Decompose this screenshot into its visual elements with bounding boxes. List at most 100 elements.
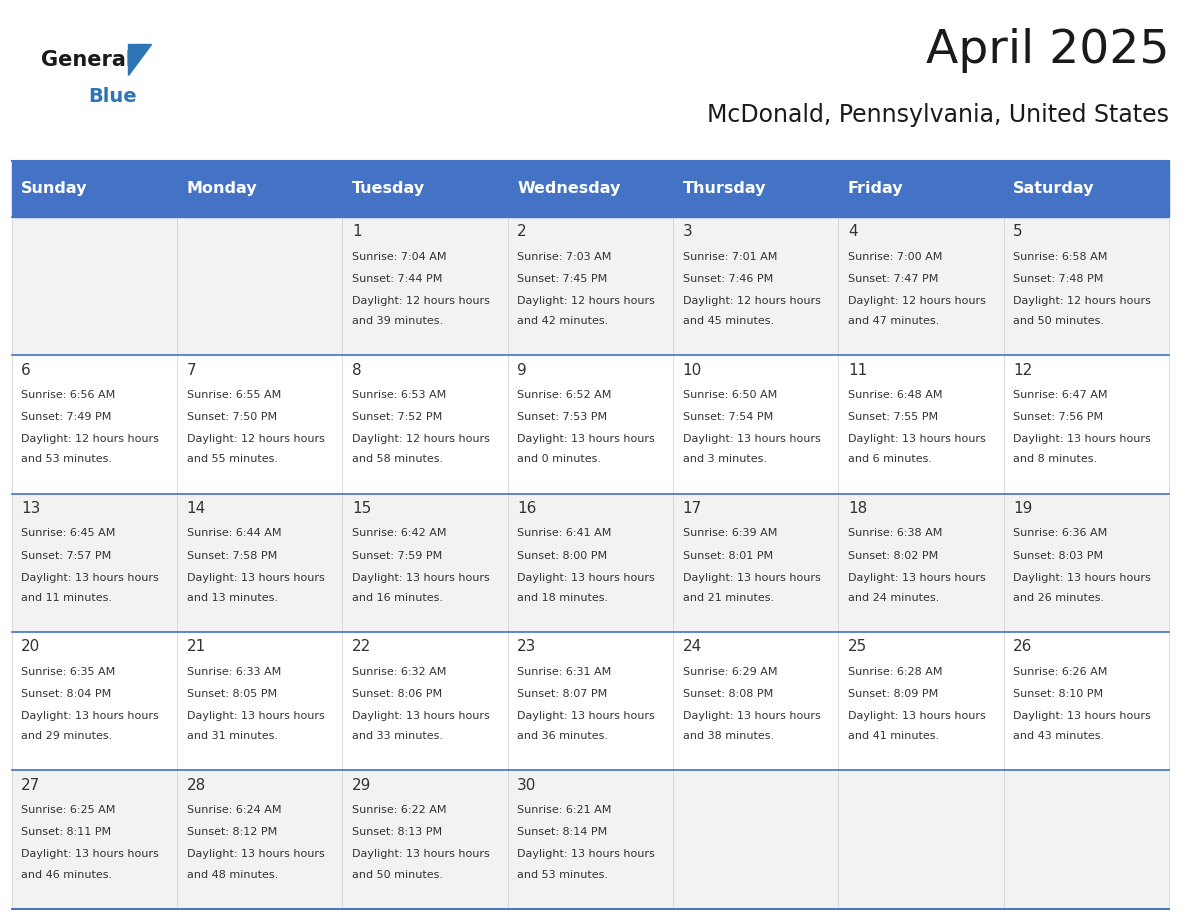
Bar xyxy=(177,217,342,355)
Text: Daylight: 13 hours hours: Daylight: 13 hours hours xyxy=(683,711,820,721)
Text: Sunrise: 6:45 AM: Sunrise: 6:45 AM xyxy=(21,529,115,539)
Bar xyxy=(342,161,507,217)
Text: 8: 8 xyxy=(352,363,361,377)
Text: 6: 6 xyxy=(21,363,31,377)
Text: 9: 9 xyxy=(517,363,527,377)
Text: Daylight: 13 hours hours: Daylight: 13 hours hours xyxy=(517,434,655,444)
Bar xyxy=(12,770,177,909)
Text: and 11 minutes.: and 11 minutes. xyxy=(21,593,112,603)
Text: Sunset: 7:45 PM: Sunset: 7:45 PM xyxy=(517,274,607,284)
Text: April 2025: April 2025 xyxy=(925,28,1169,73)
Text: 25: 25 xyxy=(848,639,867,655)
Text: General: General xyxy=(42,50,133,70)
Text: and 31 minutes.: and 31 minutes. xyxy=(187,731,278,741)
Bar xyxy=(1004,770,1169,909)
Text: Thursday: Thursday xyxy=(683,181,766,196)
Text: 17: 17 xyxy=(683,501,702,516)
Text: Sunrise: 6:25 AM: Sunrise: 6:25 AM xyxy=(21,805,115,815)
Text: Daylight: 13 hours hours: Daylight: 13 hours hours xyxy=(683,573,820,583)
Text: Daylight: 13 hours hours: Daylight: 13 hours hours xyxy=(352,849,489,859)
Text: Sunrise: 6:39 AM: Sunrise: 6:39 AM xyxy=(683,529,777,539)
Text: Sunset: 7:49 PM: Sunset: 7:49 PM xyxy=(21,412,112,422)
Text: Sunrise: 6:22 AM: Sunrise: 6:22 AM xyxy=(352,805,447,815)
Text: Daylight: 12 hours hours: Daylight: 12 hours hours xyxy=(21,434,159,444)
Bar xyxy=(342,632,507,770)
Text: 15: 15 xyxy=(352,501,371,516)
Bar xyxy=(839,161,1004,217)
Text: and 43 minutes.: and 43 minutes. xyxy=(1013,731,1105,741)
Bar xyxy=(507,355,674,494)
Bar xyxy=(507,632,674,770)
Text: Daylight: 13 hours hours: Daylight: 13 hours hours xyxy=(352,711,489,721)
Bar xyxy=(12,355,177,494)
Text: Sunset: 7:54 PM: Sunset: 7:54 PM xyxy=(683,412,772,422)
Bar xyxy=(1004,161,1169,217)
Text: Sunset: 8:05 PM: Sunset: 8:05 PM xyxy=(187,688,277,699)
Bar xyxy=(674,217,839,355)
Text: Sunset: 8:08 PM: Sunset: 8:08 PM xyxy=(683,688,772,699)
Text: Daylight: 13 hours hours: Daylight: 13 hours hours xyxy=(848,573,986,583)
Text: Sunrise: 6:26 AM: Sunrise: 6:26 AM xyxy=(1013,666,1107,677)
Text: and 55 minutes.: and 55 minutes. xyxy=(187,454,278,465)
Text: 29: 29 xyxy=(352,778,372,793)
Bar xyxy=(177,770,342,909)
Text: and 16 minutes.: and 16 minutes. xyxy=(352,593,443,603)
Text: 27: 27 xyxy=(21,778,40,793)
Text: Sunrise: 6:38 AM: Sunrise: 6:38 AM xyxy=(848,529,942,539)
Text: and 13 minutes.: and 13 minutes. xyxy=(187,593,278,603)
Text: Friday: Friday xyxy=(848,181,904,196)
Text: Daylight: 13 hours hours: Daylight: 13 hours hours xyxy=(21,711,159,721)
Text: Daylight: 13 hours hours: Daylight: 13 hours hours xyxy=(21,573,159,583)
Text: Daylight: 12 hours hours: Daylight: 12 hours hours xyxy=(352,296,489,306)
Text: and 39 minutes.: and 39 minutes. xyxy=(352,316,443,326)
Text: Sunset: 8:03 PM: Sunset: 8:03 PM xyxy=(1013,551,1104,561)
Text: Daylight: 13 hours hours: Daylight: 13 hours hours xyxy=(21,849,159,859)
Text: and 29 minutes.: and 29 minutes. xyxy=(21,731,113,741)
Text: Daylight: 13 hours hours: Daylight: 13 hours hours xyxy=(352,573,489,583)
Bar xyxy=(1004,217,1169,355)
Text: 19: 19 xyxy=(1013,501,1032,516)
Bar xyxy=(674,355,839,494)
Text: Sunset: 7:44 PM: Sunset: 7:44 PM xyxy=(352,274,442,284)
Text: Sunrise: 6:35 AM: Sunrise: 6:35 AM xyxy=(21,666,115,677)
Text: Sunrise: 6:31 AM: Sunrise: 6:31 AM xyxy=(517,666,612,677)
Bar xyxy=(674,770,839,909)
Text: Daylight: 12 hours hours: Daylight: 12 hours hours xyxy=(187,434,324,444)
Bar xyxy=(342,355,507,494)
Text: Sunset: 8:11 PM: Sunset: 8:11 PM xyxy=(21,827,112,837)
Text: Daylight: 13 hours hours: Daylight: 13 hours hours xyxy=(187,849,324,859)
Text: Sunset: 7:47 PM: Sunset: 7:47 PM xyxy=(848,274,939,284)
Text: Sunrise: 6:58 AM: Sunrise: 6:58 AM xyxy=(1013,252,1107,262)
Text: 22: 22 xyxy=(352,639,371,655)
Text: Sunrise: 6:33 AM: Sunrise: 6:33 AM xyxy=(187,666,280,677)
Bar xyxy=(507,217,674,355)
Polygon shape xyxy=(127,44,151,75)
Text: Sunset: 7:57 PM: Sunset: 7:57 PM xyxy=(21,551,112,561)
Text: Daylight: 13 hours hours: Daylight: 13 hours hours xyxy=(517,711,655,721)
Bar xyxy=(12,494,177,632)
Text: and 8 minutes.: and 8 minutes. xyxy=(1013,454,1098,465)
Bar xyxy=(177,355,342,494)
Text: 28: 28 xyxy=(187,778,206,793)
Text: 26: 26 xyxy=(1013,639,1032,655)
Text: Sunset: 8:13 PM: Sunset: 8:13 PM xyxy=(352,827,442,837)
Text: Daylight: 12 hours hours: Daylight: 12 hours hours xyxy=(848,296,986,306)
Text: Sunset: 8:06 PM: Sunset: 8:06 PM xyxy=(352,688,442,699)
Text: Sunrise: 6:50 AM: Sunrise: 6:50 AM xyxy=(683,390,777,400)
Text: and 46 minutes.: and 46 minutes. xyxy=(21,869,113,879)
Bar xyxy=(674,632,839,770)
Bar xyxy=(12,632,177,770)
Text: 1: 1 xyxy=(352,224,361,239)
Text: Sunset: 7:59 PM: Sunset: 7:59 PM xyxy=(352,551,442,561)
Bar xyxy=(342,494,507,632)
Bar xyxy=(507,161,674,217)
Text: 12: 12 xyxy=(1013,363,1032,377)
Text: Daylight: 12 hours hours: Daylight: 12 hours hours xyxy=(517,296,655,306)
Text: Sunset: 7:58 PM: Sunset: 7:58 PM xyxy=(187,551,277,561)
Bar xyxy=(839,770,1004,909)
Text: 11: 11 xyxy=(848,363,867,377)
Text: and 53 minutes.: and 53 minutes. xyxy=(517,869,608,879)
Text: 7: 7 xyxy=(187,363,196,377)
Text: Daylight: 13 hours hours: Daylight: 13 hours hours xyxy=(187,573,324,583)
Text: 24: 24 xyxy=(683,639,702,655)
